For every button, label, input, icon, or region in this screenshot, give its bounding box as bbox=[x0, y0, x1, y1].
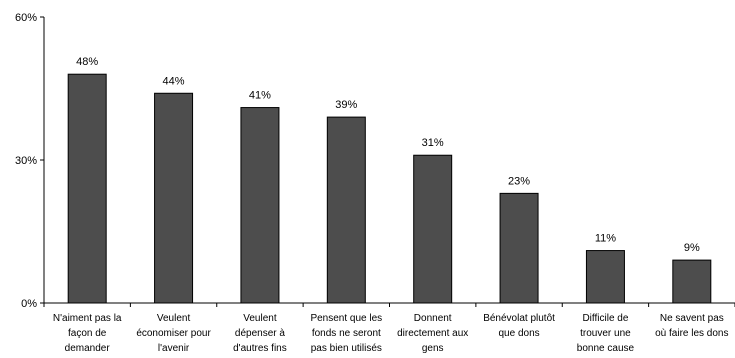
data-label: 31% bbox=[422, 137, 444, 149]
bars-group bbox=[67, 73, 712, 304]
data-label: 23% bbox=[508, 175, 530, 187]
x-tick-label: N'aiment pas la bbox=[53, 313, 122, 324]
x-tick-label: bonne cause bbox=[577, 343, 635, 353]
x-tick-label: que dons bbox=[498, 328, 539, 339]
y-tick-label: 30% bbox=[15, 155, 37, 167]
data-label: 9% bbox=[684, 242, 700, 254]
x-tick-label: pas bien utilisés bbox=[311, 343, 382, 353]
bar bbox=[326, 116, 366, 304]
x-tick-label: d'autres fins bbox=[233, 343, 287, 353]
data-label: 11% bbox=[595, 233, 616, 245]
data-label: 39% bbox=[335, 99, 357, 111]
x-tick-label: Pensent que les bbox=[310, 313, 382, 324]
x-tick-label: Donnent bbox=[414, 313, 452, 324]
data-label: 44% bbox=[163, 75, 185, 87]
bar bbox=[154, 92, 194, 304]
x-tick-label: façon de bbox=[68, 328, 107, 339]
x-tick-label: dépenser à bbox=[235, 328, 285, 339]
data-label: 41% bbox=[249, 90, 271, 102]
bar bbox=[240, 107, 280, 304]
x-tick-label: demander bbox=[65, 343, 111, 353]
x-tick-label: Ne savent pas bbox=[660, 313, 724, 324]
x-tick-label: fonds ne seront bbox=[312, 328, 381, 339]
data-label: 48% bbox=[76, 56, 98, 68]
x-tick-label: Veulent bbox=[157, 313, 191, 324]
bar bbox=[413, 154, 453, 304]
x-tick-label: où faire les dons bbox=[655, 328, 728, 339]
x-tick-label: trouver une bbox=[580, 328, 631, 339]
x-tick-label: directement aux bbox=[397, 328, 468, 339]
x-tick-label: Veulent bbox=[243, 313, 277, 324]
bar bbox=[499, 192, 539, 304]
bar bbox=[672, 259, 712, 304]
y-tick-label: 0% bbox=[21, 298, 37, 310]
labels-group: 48% N'aiment pas la façon de demander 44% Veu… bbox=[53, 56, 729, 354]
x-tick-label: Difficile de bbox=[582, 313, 628, 324]
y-tick-label: 60% bbox=[15, 12, 37, 24]
bar bbox=[67, 73, 107, 304]
x-tick-label: gens bbox=[422, 343, 444, 353]
x-tick-label: l'avenir bbox=[158, 343, 190, 353]
x-tick-label: Bénévolat plutôt bbox=[483, 313, 555, 324]
x-tick-label: économiser pour bbox=[136, 328, 211, 339]
bar bbox=[585, 250, 625, 304]
axes-group: 0% 30% 60% bbox=[15, 12, 735, 310]
